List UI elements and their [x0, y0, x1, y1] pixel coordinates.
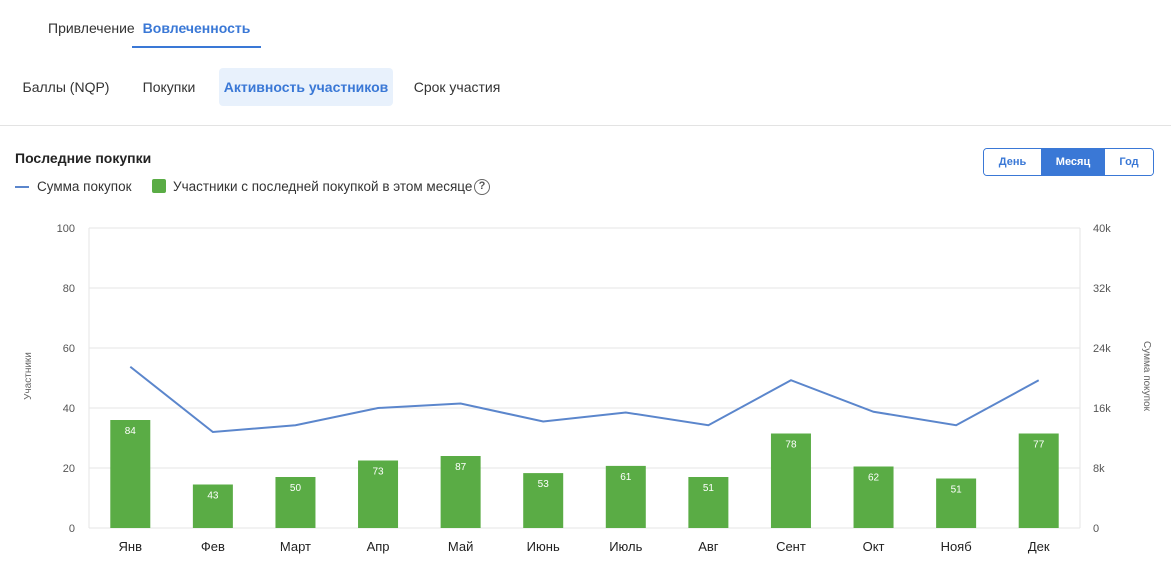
x-category-label: Окт	[863, 539, 885, 554]
x-category-label: Март	[280, 539, 311, 554]
y-right-tick-label: 0	[1093, 523, 1099, 535]
y-right-tick-label: 24k	[1093, 343, 1111, 355]
y-right-tick-label: 32k	[1093, 283, 1111, 295]
x-category-label: Дек	[1028, 539, 1050, 554]
bars	[110, 420, 1059, 529]
y-axis-right-title: Сумма покупок	[1141, 341, 1152, 412]
subtab-purchases[interactable]: Покупки	[142, 79, 196, 95]
legend-label-purchase-sum: Сумма покупок	[37, 179, 132, 194]
sub-tabs: Баллы (NQP) Покупки Активность участнико…	[0, 68, 1171, 106]
bar-value-label: 87	[455, 462, 467, 473]
divider	[0, 125, 1171, 126]
subtab-points[interactable]: Баллы (NQP)	[22, 79, 110, 95]
bar[interactable]	[523, 473, 564, 528]
x-category-label: Сент	[776, 539, 806, 554]
x-category-label: Янв	[119, 539, 143, 554]
bar[interactable]	[605, 465, 646, 528]
period-toggle: День Месяц Год	[983, 148, 1154, 176]
bar-value-label: 73	[372, 467, 384, 478]
chart-grid	[88, 227, 1081, 529]
y-right-tick-label: 16k	[1093, 403, 1111, 415]
bar-value-label: 61	[620, 472, 632, 483]
bar-value-label: 77	[1033, 440, 1045, 451]
bar[interactable]	[688, 477, 729, 528]
bar-value-label: 78	[785, 440, 797, 451]
bar-labels: 84 43 50 73 87 53 61 51 78 62 51 77	[125, 426, 1045, 502]
x-category-label: Нояб	[941, 539, 972, 554]
x-category-label: Июль	[609, 539, 642, 554]
y-axis-left-title: Участники	[23, 352, 34, 400]
top-tabs: Привлечение Вовлеченность	[0, 0, 1171, 48]
x-category-label: Май	[448, 539, 473, 554]
subtab-membership-term[interactable]: Срок участия	[413, 79, 501, 95]
period-separator	[1041, 149, 1042, 175]
period-month-button[interactable]: Месяц	[1042, 149, 1104, 175]
subtab-member-activity[interactable]: Активность участников	[219, 68, 393, 106]
y-left-tick-label: 100	[57, 223, 75, 235]
category-labels: Янв Фев Март Апр Май Июнь Июль Авг Сент Окт Нояб Де…	[119, 539, 1050, 554]
bar[interactable]	[440, 456, 481, 528]
purchase-sum-line	[129, 365, 1040, 434]
y-left-tick-label: 60	[63, 343, 75, 355]
bar[interactable]	[853, 466, 894, 529]
section-title: Последние покупки	[15, 150, 152, 166]
line-swatch-icon	[15, 186, 29, 188]
y-right-tick-label: 40k	[1093, 223, 1111, 235]
y-left-tick-label: 40	[63, 403, 75, 415]
y-left-tick-label: 0	[69, 523, 75, 535]
last-purchases-chart: 84 43 50 73 87 53 61 51 78 62 51 77 0 0 20 8k 40 16k 60 24…	[23, 223, 1152, 554]
bar-value-label: 53	[538, 479, 550, 490]
x-category-label: Июнь	[527, 539, 560, 554]
bar-value-label: 43	[207, 491, 219, 502]
help-icon[interactable]: ?	[474, 179, 490, 195]
bar-value-label: 50	[290, 483, 302, 494]
period-year-button[interactable]: Год	[1105, 149, 1153, 175]
axis-ticks: 0 0 20 8k 40 16k 60 24k 80 32k 100 40k	[57, 223, 1112, 535]
x-category-label: Фев	[201, 539, 225, 554]
bar-value-label: 51	[951, 485, 963, 496]
bar[interactable]	[275, 477, 316, 528]
bar-value-label: 62	[868, 473, 880, 484]
bar[interactable]	[1018, 433, 1059, 529]
bar-value-label: 51	[703, 483, 715, 494]
x-category-label: Апр	[367, 539, 390, 554]
period-separator	[1104, 149, 1105, 175]
period-day-button[interactable]: День	[984, 149, 1041, 175]
bar[interactable]	[936, 478, 977, 529]
bar[interactable]	[358, 460, 399, 529]
tab-engagement[interactable]: Вовлеченность	[132, 0, 261, 48]
tab-attraction[interactable]: Привлечение	[48, 20, 135, 36]
bar-value-label: 84	[125, 426, 137, 437]
bar-swatch-icon	[152, 179, 166, 193]
y-right-tick-label: 8k	[1093, 463, 1105, 475]
y-left-tick-label: 80	[63, 283, 75, 295]
bar[interactable]	[110, 420, 151, 528]
x-category-label: Авг	[698, 539, 719, 554]
y-left-tick-label: 20	[63, 463, 75, 475]
bar[interactable]	[770, 433, 811, 529]
legend-label-members: Участники с последней покупкой в этом ме…	[173, 179, 473, 194]
bar[interactable]	[192, 484, 233, 529]
